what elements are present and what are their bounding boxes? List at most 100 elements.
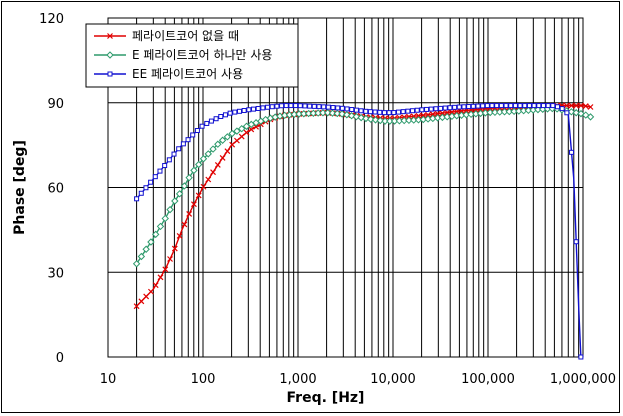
data-point	[343, 111, 351, 119]
data-point	[391, 110, 397, 116]
series-markers	[134, 103, 584, 360]
data-point-stroke	[439, 110, 446, 117]
data-point	[371, 116, 380, 124]
data-point	[293, 103, 299, 109]
data-point	[324, 109, 332, 117]
data-point	[582, 103, 589, 110]
data-point	[526, 103, 532, 109]
data-point	[161, 214, 169, 223]
data-point-stroke	[573, 102, 580, 109]
data-point-stroke	[181, 221, 188, 228]
data-point-stroke	[171, 245, 178, 252]
data-point-stroke	[420, 112, 427, 119]
data-point	[143, 185, 149, 191]
data-point	[228, 129, 236, 138]
data-point-stroke	[210, 169, 216, 176]
data-point	[260, 105, 266, 111]
data-point-stroke	[200, 183, 207, 190]
data-point	[195, 192, 202, 199]
data-point	[132, 260, 141, 268]
data-point	[429, 111, 436, 118]
data-point	[410, 108, 416, 114]
data-point	[279, 103, 285, 109]
data-point	[274, 103, 280, 109]
data-point	[224, 148, 231, 155]
x-tick-label: 10,000	[370, 372, 416, 387]
data-point	[194, 128, 200, 134]
data-point	[107, 71, 113, 77]
data-point	[400, 109, 406, 115]
data-point-stroke	[205, 176, 212, 183]
data-point	[405, 108, 411, 114]
series-3	[134, 103, 584, 360]
data-point	[233, 127, 241, 135]
data-point-stroke	[214, 162, 221, 168]
data-point-stroke	[415, 112, 422, 119]
data-point	[265, 104, 271, 110]
data-point	[572, 109, 580, 117]
data-point	[333, 109, 341, 118]
data-point	[531, 103, 537, 109]
data-point	[238, 124, 246, 133]
data-point	[578, 102, 584, 109]
data-point	[564, 110, 570, 116]
data-point-stroke	[191, 201, 197, 208]
data-point	[205, 176, 212, 183]
data-point	[386, 110, 392, 116]
data-point	[204, 120, 210, 126]
data-point	[347, 112, 356, 120]
data-point-stroke	[186, 211, 193, 217]
data-point	[352, 112, 361, 121]
data-point	[489, 103, 495, 109]
data-point	[297, 103, 303, 109]
data-point	[461, 104, 467, 110]
data-point	[180, 182, 189, 190]
data-point	[367, 109, 373, 115]
data-point	[269, 104, 275, 110]
data-point	[414, 107, 420, 113]
data-point-stroke	[107, 33, 113, 39]
plot-area-border	[107, 17, 584, 358]
data-point	[480, 103, 486, 109]
data-point	[255, 105, 261, 111]
legend-item: EE 페라이트코어 사용	[94, 67, 243, 81]
data-point-stroke	[248, 126, 255, 133]
data-point	[175, 190, 184, 198]
x-axis-label: Freq. [Hz]	[287, 390, 365, 406]
data-point-stroke	[133, 303, 140, 310]
data-point	[133, 303, 140, 310]
data-point	[238, 133, 245, 140]
data-point	[229, 141, 236, 148]
data-point	[195, 160, 203, 169]
x-tick-label: 100,000	[461, 372, 515, 387]
data-point	[424, 106, 430, 112]
data-point	[325, 104, 331, 110]
data-point	[190, 132, 196, 138]
data-point	[453, 108, 460, 115]
data-point-stroke	[229, 141, 236, 148]
data-point-stroke	[429, 111, 436, 118]
data-point	[339, 105, 345, 111]
data-point-stroke	[410, 113, 417, 120]
data-point	[442, 105, 448, 111]
data-point	[438, 105, 444, 111]
data-point	[138, 190, 144, 196]
data-point	[162, 266, 169, 273]
data-point	[157, 274, 164, 281]
data-point-stroke	[143, 293, 150, 300]
data-point	[425, 111, 431, 118]
data-point	[357, 113, 365, 122]
data-point	[338, 110, 346, 118]
data-point	[156, 222, 165, 231]
data-point	[204, 150, 212, 158]
data-point	[517, 103, 523, 109]
data-point	[503, 103, 509, 109]
data-point	[148, 179, 154, 185]
data-point-stroke	[195, 192, 202, 199]
data-point	[176, 233, 183, 239]
data-point	[494, 103, 500, 109]
data-point	[362, 114, 370, 123]
data-point	[415, 112, 422, 119]
